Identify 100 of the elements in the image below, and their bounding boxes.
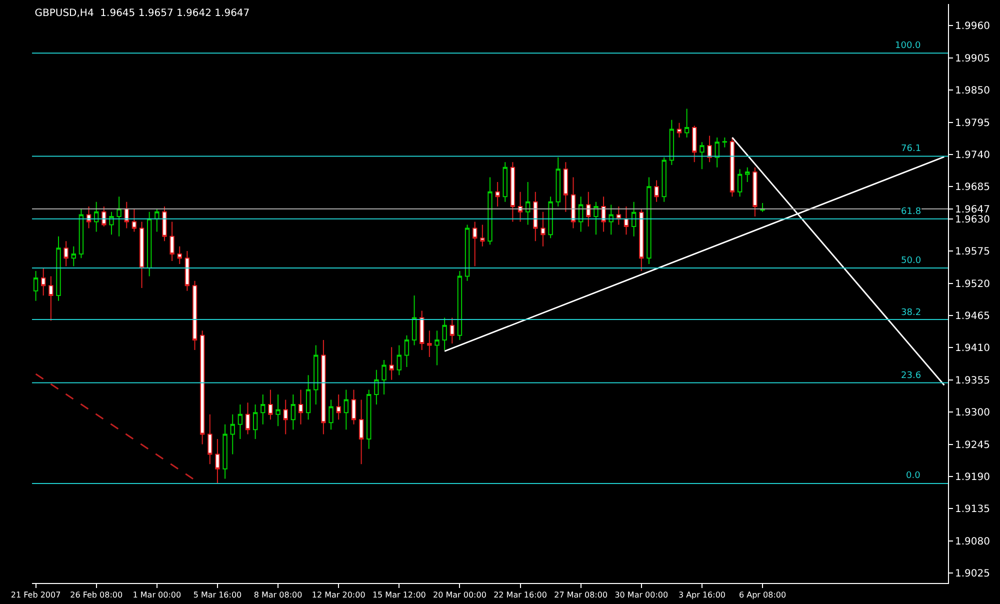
candlestick bbox=[132, 208, 137, 232]
x-tick-label: 12 Mar 20:00 bbox=[312, 590, 366, 600]
candlestick bbox=[358, 399, 364, 465]
x-tick-label: 30 Mar 00:00 bbox=[614, 590, 668, 600]
candlestick bbox=[518, 191, 523, 222]
candlestick bbox=[336, 394, 341, 420]
candlestick bbox=[601, 196, 606, 232]
candlestick bbox=[608, 204, 614, 236]
candlestick bbox=[276, 394, 280, 427]
y-tick-label: 1.9960 bbox=[955, 21, 990, 32]
candlestick bbox=[502, 162, 508, 202]
candlestick bbox=[170, 221, 174, 262]
candlestick bbox=[328, 399, 334, 430]
candlestick bbox=[540, 211, 546, 247]
x-tick-label: 8 Mar 08:00 bbox=[254, 590, 302, 600]
candlestick bbox=[700, 142, 704, 170]
candlestick bbox=[94, 201, 99, 232]
candlestick bbox=[154, 208, 160, 232]
candlestick bbox=[192, 280, 198, 350]
candlestick bbox=[624, 206, 629, 236]
y-tick-label: 1.9300 bbox=[955, 408, 990, 419]
y-tick-label: 1.9685 bbox=[955, 182, 990, 194]
candlestick bbox=[222, 424, 228, 480]
candlestick bbox=[563, 162, 568, 212]
chart-title: GBPUSD,H4 1.9645 1.9657 1.9642 1.9647 bbox=[34, 8, 250, 20]
candlestick bbox=[464, 224, 470, 282]
candlestick bbox=[450, 317, 454, 344]
y-tick-label: 1.9465 bbox=[955, 310, 990, 322]
candlestick bbox=[162, 206, 167, 242]
candlestick bbox=[586, 191, 591, 227]
candlestick bbox=[646, 176, 652, 264]
candlestick bbox=[306, 374, 311, 420]
candlestick bbox=[260, 394, 266, 425]
candlestick bbox=[427, 330, 432, 358]
x-tick-label: 20 Mar 00:00 bbox=[433, 590, 486, 600]
candlestick bbox=[382, 359, 386, 395]
candlestick bbox=[631, 201, 636, 237]
y-tick-label: 1.9190 bbox=[955, 472, 990, 483]
candlestick bbox=[676, 122, 682, 138]
y-tick-label: 1.9080 bbox=[955, 536, 990, 548]
candlestick bbox=[215, 438, 220, 484]
candlestick bbox=[570, 176, 576, 229]
candlestick bbox=[64, 240, 68, 267]
candlestick bbox=[737, 168, 742, 198]
candlestick bbox=[230, 414, 235, 455]
candlestick bbox=[86, 206, 92, 229]
candlestick bbox=[238, 404, 243, 440]
x-tick-label: 27 Mar 08:00 bbox=[554, 590, 608, 600]
y-tick-label: 1.9630 bbox=[955, 214, 990, 226]
candlestick bbox=[533, 191, 538, 242]
candlestick bbox=[594, 201, 598, 236]
candlestick bbox=[290, 394, 296, 430]
candlestick bbox=[102, 206, 106, 227]
candlestick bbox=[616, 206, 622, 226]
candlestick bbox=[639, 208, 644, 272]
candlestick bbox=[472, 221, 478, 267]
candlestick bbox=[457, 270, 462, 341]
candlestick bbox=[495, 181, 500, 208]
x-tick-label: 26 Feb 08:00 bbox=[70, 590, 123, 600]
candlestick bbox=[78, 208, 84, 259]
candlestick bbox=[374, 369, 379, 405]
candlestick bbox=[752, 166, 758, 218]
candlestick bbox=[200, 330, 205, 445]
candlestick bbox=[389, 346, 394, 380]
candlestick bbox=[684, 108, 690, 138]
candlestick bbox=[33, 270, 38, 302]
candlestick bbox=[268, 389, 273, 420]
candlestick bbox=[722, 136, 728, 148]
y-tick-label: 1.9795 bbox=[955, 118, 990, 129]
candlestick bbox=[283, 399, 288, 435]
annotation: 0.0 bbox=[906, 471, 921, 481]
x-tick-label: 6 Apr 08:00 bbox=[738, 590, 786, 600]
candlestick bbox=[366, 389, 372, 450]
candlestick bbox=[314, 344, 318, 405]
candlestick bbox=[252, 404, 258, 440]
candlestick bbox=[41, 268, 46, 296]
y-tick-label: 1.9740 bbox=[955, 150, 990, 161]
candlestick bbox=[526, 181, 530, 226]
candlestick bbox=[442, 317, 447, 350]
candlestick bbox=[434, 330, 440, 366]
y-tick-label: 1.9905 bbox=[955, 53, 990, 64]
candlestick bbox=[669, 119, 674, 166]
candlestick bbox=[654, 180, 659, 202]
y-tick-label: 1.9025 bbox=[955, 568, 990, 580]
y-tick-label: 1.9575 bbox=[955, 246, 990, 258]
candlestick bbox=[48, 276, 54, 322]
candlestick bbox=[662, 156, 666, 202]
y-tick-label: 1.9850 bbox=[955, 86, 990, 97]
candlestick bbox=[298, 389, 304, 425]
candlestick bbox=[396, 344, 402, 376]
candlestick bbox=[56, 236, 61, 302]
candlestick bbox=[208, 414, 212, 465]
candlestick bbox=[714, 136, 720, 168]
y-tick-label: 1.9520 bbox=[955, 278, 990, 290]
x-tick-label: 15 Mar 12:00 bbox=[372, 590, 426, 600]
candlestick bbox=[404, 334, 410, 368]
annotation: 38.2 bbox=[901, 308, 922, 318]
candlestick bbox=[745, 166, 750, 182]
annotation: 23.6 bbox=[901, 371, 922, 381]
candlestick bbox=[578, 196, 584, 232]
